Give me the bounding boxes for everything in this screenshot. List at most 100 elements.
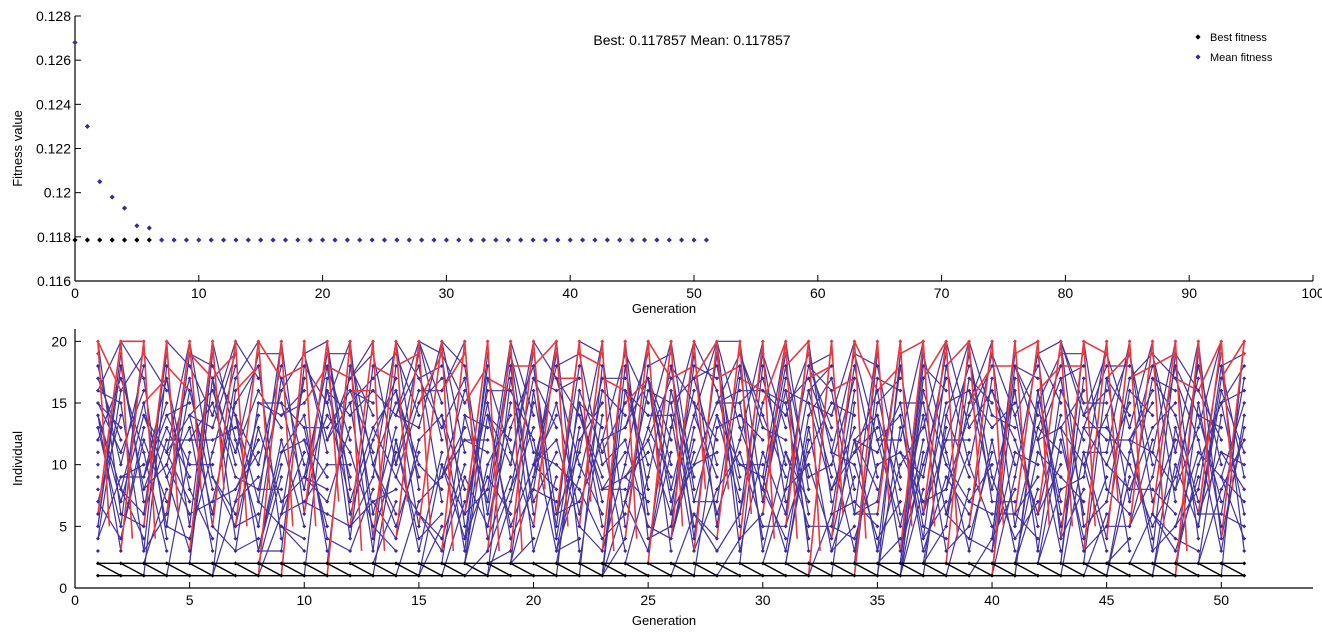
genealogy-line xyxy=(211,365,237,453)
individual-marker xyxy=(348,561,353,566)
individual-marker xyxy=(416,450,421,455)
individual-marker xyxy=(1058,512,1063,516)
individual-marker xyxy=(348,462,353,467)
individual-marker xyxy=(783,450,788,455)
individual-marker xyxy=(646,450,651,455)
genealogy-line xyxy=(510,341,535,416)
individual-marker xyxy=(393,561,398,566)
genealogy-line xyxy=(257,476,282,564)
individual-marker xyxy=(1127,512,1132,516)
individual-marker xyxy=(714,561,719,566)
genealogy-line xyxy=(1037,439,1062,552)
individual-marker xyxy=(898,524,903,529)
individual-marker xyxy=(829,450,834,455)
individual-marker xyxy=(737,450,742,455)
individual-marker xyxy=(325,573,330,578)
individual-marker xyxy=(737,549,742,553)
elite-line xyxy=(624,341,638,539)
individual-marker xyxy=(600,573,605,578)
individual-marker xyxy=(279,462,284,467)
genealogy-line xyxy=(624,439,649,478)
genealogy-line xyxy=(876,439,901,527)
individual-marker xyxy=(393,475,398,479)
individual-marker xyxy=(714,487,719,492)
individual-marker xyxy=(1058,351,1063,356)
individual-marker xyxy=(302,339,307,344)
elite-line xyxy=(830,341,856,539)
individual-marker xyxy=(1196,376,1201,381)
genealogy-line xyxy=(830,390,856,515)
individual-marker xyxy=(187,549,192,553)
individual-marker xyxy=(1104,487,1109,492)
legend-mean-marker xyxy=(1195,54,1201,60)
individual-marker xyxy=(1242,462,1247,467)
mean-fitness-point xyxy=(555,237,561,243)
individual-marker xyxy=(852,425,857,430)
individual-marker xyxy=(1127,524,1132,529)
individual-marker xyxy=(1104,413,1109,418)
individual-marker xyxy=(325,487,330,492)
individual-marker xyxy=(554,549,559,553)
individual-marker xyxy=(1219,524,1224,529)
genealogy-line xyxy=(189,353,213,367)
individual-marker xyxy=(623,573,628,578)
individual-marker xyxy=(371,376,376,381)
individual-marker xyxy=(1242,487,1247,492)
individual-marker xyxy=(577,512,582,516)
genealogy-line xyxy=(1129,365,1154,453)
individual-marker xyxy=(164,438,169,442)
elite-line xyxy=(578,352,603,367)
individual-marker xyxy=(462,376,467,381)
individual-marker xyxy=(806,561,811,566)
individual-marker xyxy=(577,499,582,504)
individual-marker xyxy=(760,524,765,529)
individual-marker xyxy=(1012,573,1017,578)
individual-marker xyxy=(692,475,696,479)
best-link xyxy=(808,562,832,577)
genealogy-line xyxy=(349,489,374,552)
individual-marker xyxy=(714,462,719,467)
individual-marker xyxy=(508,438,513,442)
individual-marker xyxy=(944,524,949,529)
individual-marker xyxy=(1081,413,1086,418)
elite-line xyxy=(1128,341,1154,527)
individual-marker xyxy=(210,450,215,455)
individual-marker xyxy=(279,339,284,344)
individual-marker xyxy=(1081,573,1086,578)
genealogy-line xyxy=(922,415,947,552)
genealogy-line xyxy=(922,526,947,564)
individual-marker xyxy=(554,512,559,516)
individual-marker xyxy=(233,413,238,418)
individual-marker xyxy=(439,339,444,344)
individual-marker xyxy=(1127,351,1132,356)
individual-marker xyxy=(462,450,467,455)
individual-marker xyxy=(806,388,811,393)
individual-marker xyxy=(600,561,605,566)
individual-marker xyxy=(737,351,742,356)
individual-marker xyxy=(371,438,376,442)
individual-marker xyxy=(118,475,123,479)
individual-marker xyxy=(990,438,995,442)
individual-marker xyxy=(462,549,467,553)
individual-marker xyxy=(508,388,513,393)
individual-marker xyxy=(1173,573,1178,578)
y-axis-label: Individual xyxy=(10,431,25,486)
genealogy-line xyxy=(601,402,626,453)
individual-marker xyxy=(1127,339,1132,344)
individual-marker xyxy=(416,512,421,516)
genealogy-line xyxy=(234,439,259,490)
genealogy-line xyxy=(326,402,351,441)
individual-marker xyxy=(95,425,100,430)
best-link xyxy=(258,562,282,577)
individual-marker xyxy=(348,512,353,516)
individual-marker xyxy=(692,388,696,393)
individual-marker xyxy=(1219,462,1224,467)
individual-marker xyxy=(1035,462,1040,467)
individual-marker xyxy=(141,573,146,578)
individual-marker xyxy=(737,364,742,368)
genealogy-line xyxy=(303,501,328,515)
individual-marker xyxy=(1058,388,1063,393)
individual-marker xyxy=(600,413,605,418)
genealogy-line xyxy=(991,476,1016,539)
best-link xyxy=(97,562,122,577)
